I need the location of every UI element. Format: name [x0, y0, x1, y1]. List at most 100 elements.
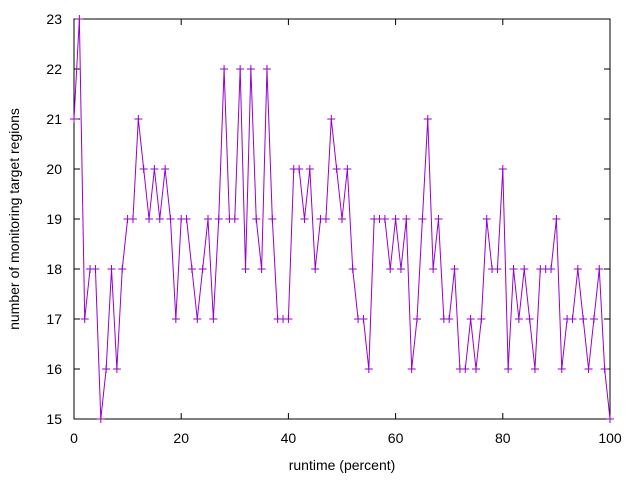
data-point: [525, 315, 534, 323]
data-point: [321, 215, 330, 223]
data-point: [145, 215, 154, 223]
data-point: [171, 315, 180, 323]
y-tick-label: 20: [46, 161, 62, 177]
data-point: [348, 265, 357, 273]
data-point: [193, 315, 202, 323]
data-point: [396, 265, 405, 273]
x-axis-label: runtime (percent): [289, 457, 396, 473]
data-point: [214, 215, 223, 223]
data-point: [75, 15, 84, 23]
data-point: [332, 165, 341, 173]
data-point: [472, 365, 480, 373]
data-point: [364, 365, 373, 373]
data-point: [295, 165, 304, 173]
data-point: [257, 265, 266, 273]
x-tick-label: 80: [495, 430, 511, 446]
x-tick-label: 40: [281, 430, 297, 446]
data-point: [466, 315, 475, 323]
data-point: [220, 65, 229, 73]
data-point: [70, 115, 78, 123]
data-point: [423, 115, 432, 123]
data-point: [402, 215, 411, 223]
data-point: [209, 315, 218, 323]
data-point: [166, 215, 175, 223]
data-point: [284, 315, 293, 323]
data-point: [509, 265, 518, 273]
data-point: [477, 315, 486, 323]
data-point: [568, 315, 577, 323]
data-point: [252, 215, 261, 223]
data-point: [118, 265, 127, 273]
data-point: [359, 315, 368, 323]
data-point: [198, 265, 207, 273]
data-point: [606, 415, 614, 423]
data-point: [498, 165, 507, 173]
x-tick-label: 100: [598, 430, 622, 446]
y-tick-label: 16: [46, 361, 62, 377]
data-point: [429, 265, 438, 273]
data-series: [70, 15, 614, 423]
data-point: [204, 215, 212, 223]
x-tick-label: 60: [388, 430, 404, 446]
data-point: [493, 265, 502, 273]
x-tick-label: 0: [70, 430, 78, 446]
data-point: [514, 315, 523, 323]
data-point: [327, 115, 336, 123]
data-point: [155, 215, 164, 223]
data-point: [112, 365, 121, 373]
data-point: [139, 165, 148, 173]
data-point: [262, 65, 271, 73]
data-point: [230, 215, 239, 223]
data-point: [573, 265, 582, 273]
data-point: [134, 115, 143, 123]
data-point: [386, 265, 395, 273]
data-point: [380, 215, 389, 223]
y-tick-label: 22: [46, 61, 62, 77]
data-point: [305, 165, 314, 173]
data-point: [128, 215, 137, 223]
data-point: [391, 215, 400, 223]
data-point: [96, 415, 105, 423]
data-point: [241, 265, 250, 273]
data-point: [584, 365, 593, 373]
y-axis: 15 16 17 18 19 20 21 22 23: [46, 11, 610, 427]
data-point: [300, 215, 309, 223]
y-tick-label: 15: [46, 411, 62, 427]
data-point: [102, 365, 111, 373]
data-point: [338, 215, 346, 223]
data-point: [504, 365, 513, 373]
data-point: [413, 315, 422, 323]
data-point: [589, 315, 598, 323]
data-point: [236, 65, 245, 73]
data-point: [150, 165, 159, 173]
data-point: [530, 365, 539, 373]
data-point: [311, 265, 320, 273]
data-point: [80, 315, 89, 323]
data-point: [161, 165, 170, 173]
data-point: [445, 315, 454, 323]
y-axis-label: number of monitoring target regions: [6, 108, 22, 330]
data-point: [461, 365, 470, 373]
data-point: [182, 215, 191, 223]
data-point: [595, 265, 604, 273]
data-point: [450, 265, 459, 273]
data-point: [552, 215, 561, 223]
y-tick-label: 18: [46, 261, 62, 277]
data-point: [520, 265, 529, 273]
x-axis: 0 20 40 60 80 100: [70, 19, 622, 446]
data-point: [107, 265, 116, 273]
y-tick-label: 17: [46, 311, 62, 327]
data-point: [579, 315, 588, 323]
data-point: [246, 65, 255, 73]
data-point: [418, 215, 427, 223]
data-point: [557, 365, 566, 373]
y-tick-label: 21: [46, 111, 62, 127]
data-point: [407, 365, 416, 373]
data-point: [343, 165, 352, 173]
data-point: [91, 265, 100, 273]
data-point: [482, 215, 491, 223]
data-point: [187, 265, 196, 273]
x-tick-label: 20: [173, 430, 189, 446]
data-point: [547, 265, 556, 273]
y-tick-label: 23: [46, 11, 62, 27]
